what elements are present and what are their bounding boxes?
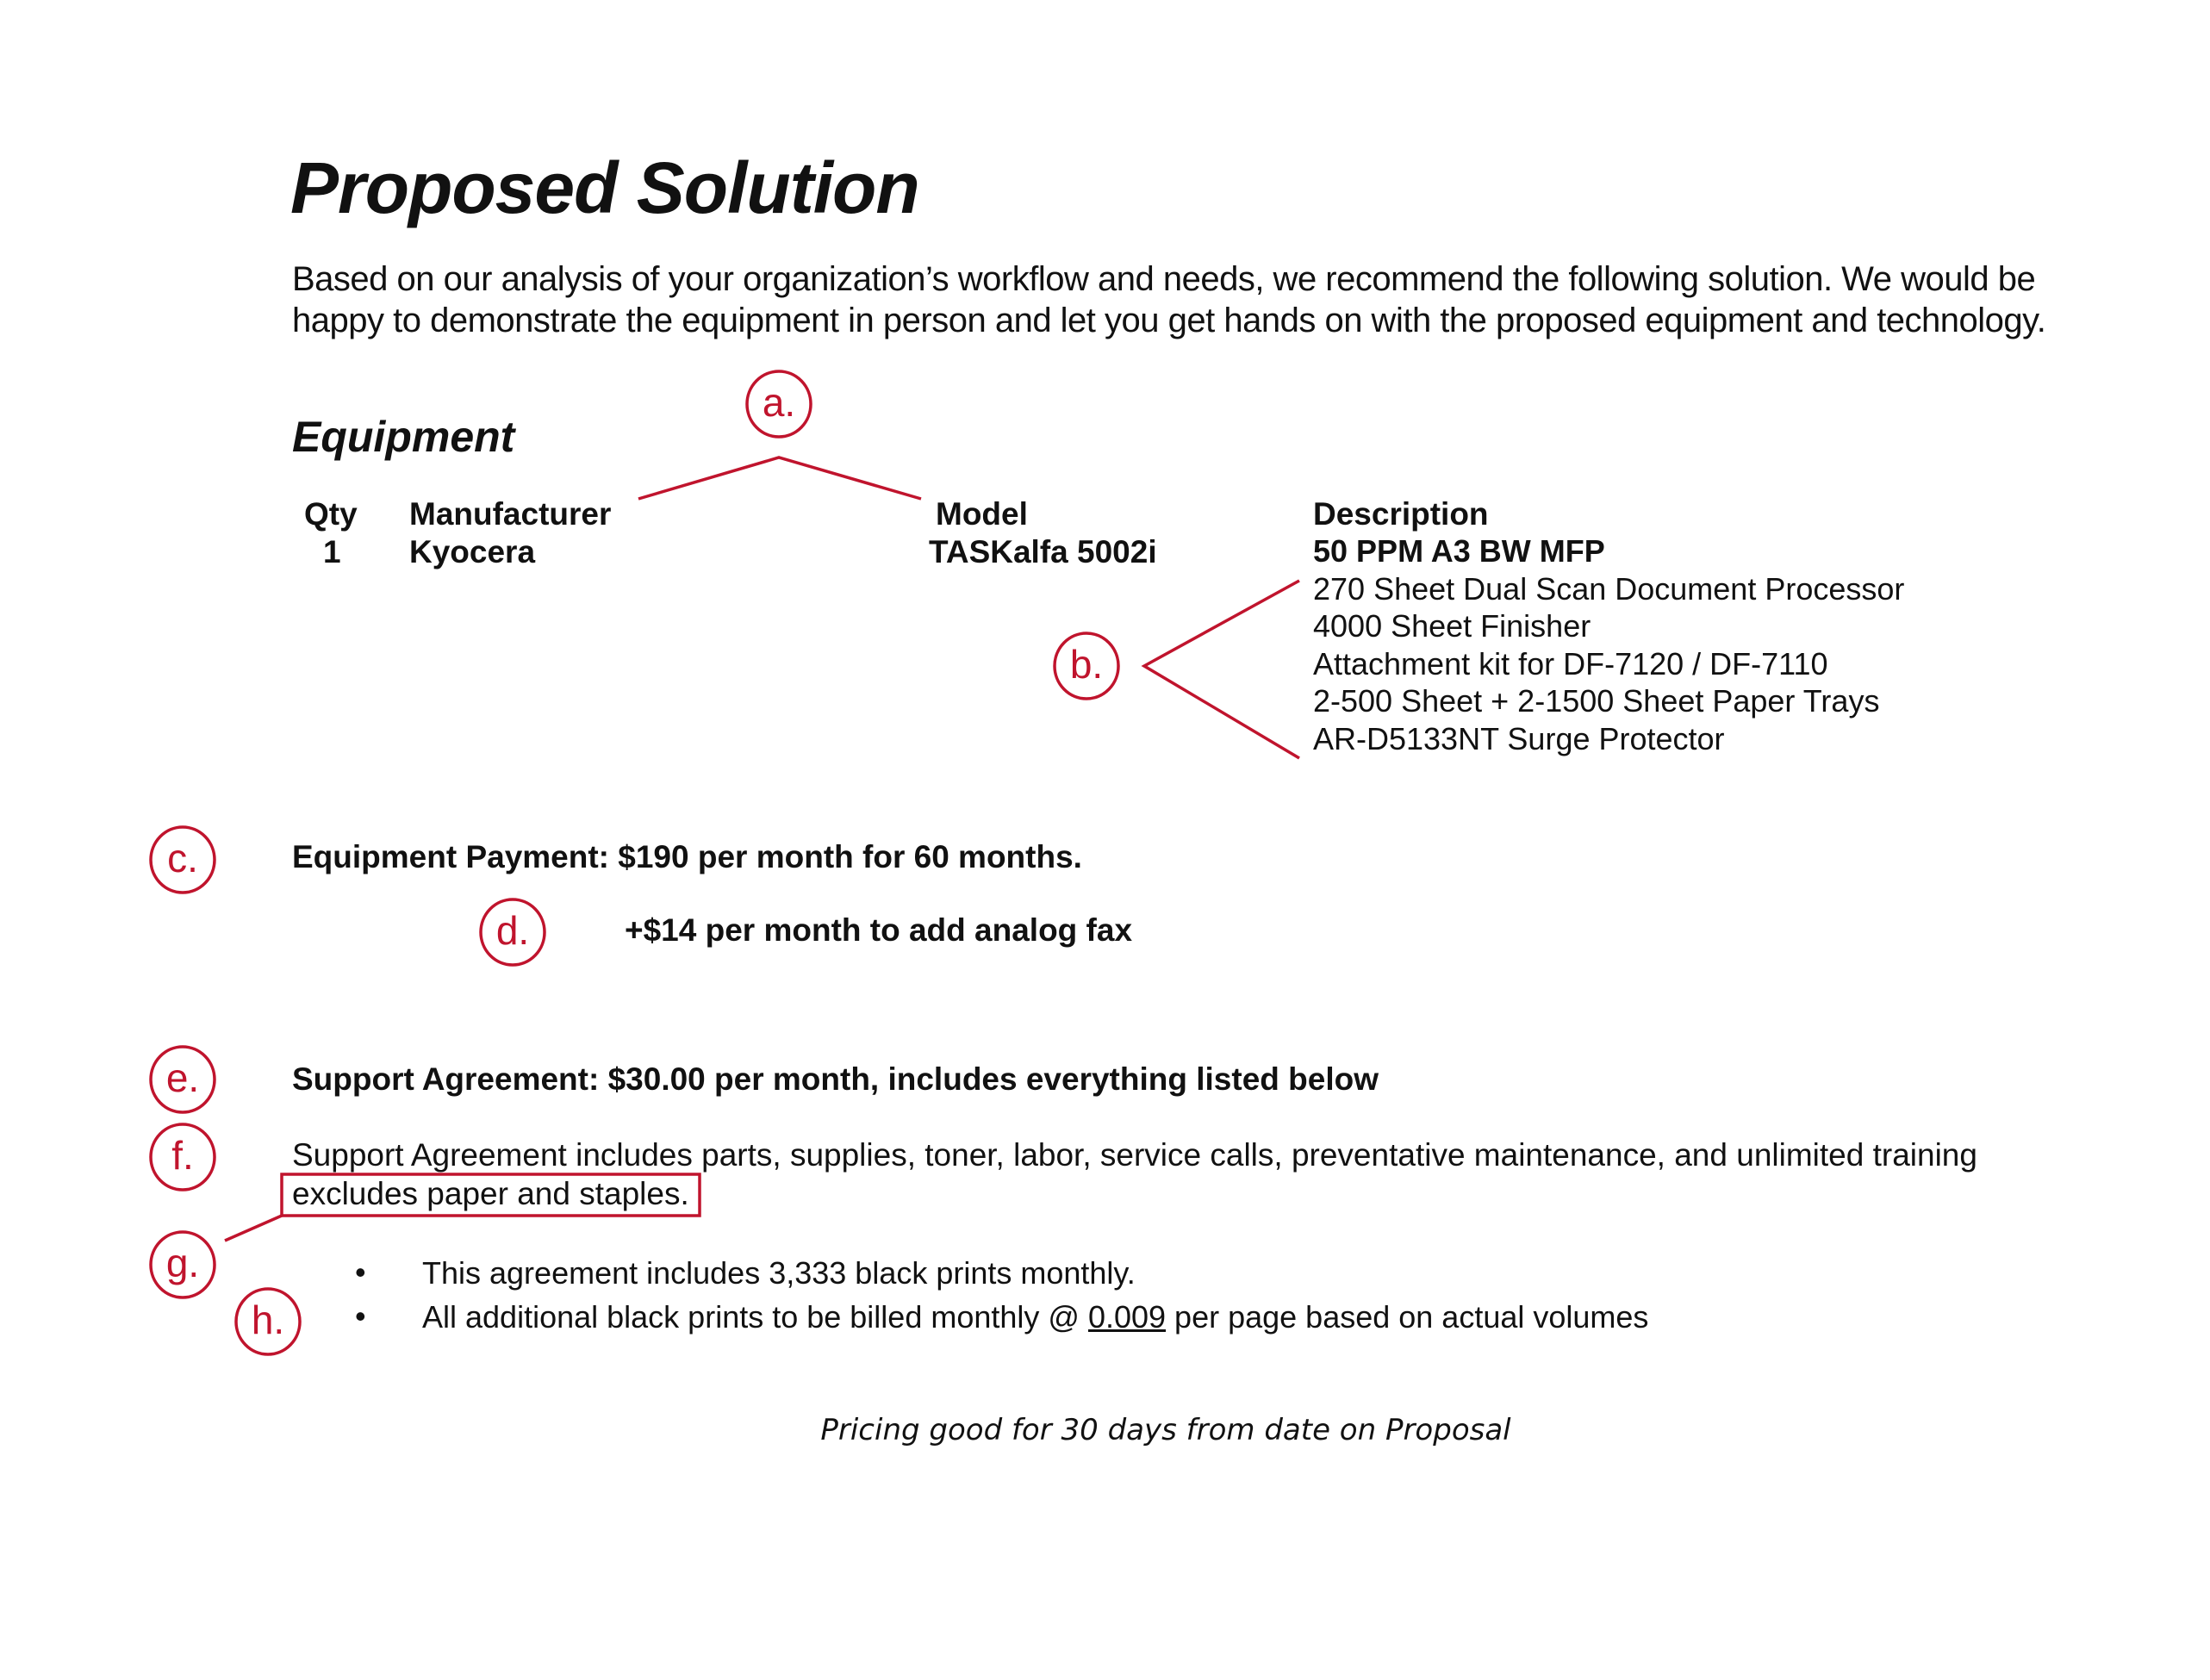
description-line: 50 PPM A3 BW MFP: [1313, 533, 1605, 569]
header-qty: Qty: [304, 496, 358, 532]
bullet-icon: •: [355, 1298, 366, 1334]
header-manufacturer: Manufacturer: [409, 496, 612, 532]
intro-paragraph: Based on our analysis of your organizati…: [292, 260, 2046, 339]
description-line: Attachment kit for DF-7120 / DF-7110: [1313, 645, 1828, 681]
overage-rate: 0.009: [1087, 1299, 1167, 1335]
pricing-footer: Pricing good for 30 days from date on Pr…: [820, 1413, 1511, 1447]
fax-addon: +$14 per month to add analog fax: [625, 912, 1133, 948]
equipment-payment: Equipment Payment: $190 per month for 60…: [292, 839, 1082, 874]
annotation-label-f: f.: [171, 1133, 194, 1178]
annotation-label-g: g.: [165, 1241, 200, 1285]
description-line: AR-D5133NT Surge Protector: [1313, 720, 1725, 756]
annotation-label-a: a.: [762, 380, 796, 425]
bullet-text: per page based on actual volumes: [1166, 1299, 1649, 1335]
annotation-bracket-a: [638, 456, 922, 501]
cell-qty: 1: [323, 534, 341, 569]
annotation-label-h: h.: [251, 1297, 285, 1342]
support-agreement: Support Agreement: $30.00 per month, inc…: [292, 1061, 1379, 1097]
cell-manufacturer: Kyocera: [409, 534, 536, 569]
bullet-additional-prints: All additional black prints to be billed…: [422, 1299, 1648, 1335]
page-title: Proposed Solution: [290, 147, 920, 228]
annotation-label-b: b.: [1069, 642, 1104, 687]
description-line: 270 Sheet Dual Scan Document Processor: [1313, 570, 1905, 607]
header-model: Model: [936, 496, 1028, 532]
bullet-icon: •: [355, 1254, 366, 1290]
support-includes: Support Agreement includes parts, suppli…: [292, 1137, 1977, 1173]
bullet-text: All additional black prints to be billed…: [422, 1299, 1088, 1335]
header-description: Description: [1313, 496, 1489, 532]
annotation-bracket-b: [1141, 579, 1300, 760]
annotation-label-e: e.: [165, 1055, 200, 1100]
cell-description: 50 PPM A3 BW MFP 270 Sheet Dual Scan Doc…: [1313, 532, 1904, 757]
annotation-label-c: c.: [167, 836, 198, 880]
bullet-included-prints: This agreement includes 3,333 black prin…: [422, 1255, 1136, 1291]
cell-model: TASKalfa 5002i: [929, 534, 1157, 569]
equipment-heading: Equipment: [292, 413, 515, 461]
description-line: 4000 Sheet Finisher: [1313, 608, 1591, 644]
annotation-pointer-g: [224, 1214, 283, 1242]
description-line: 2-500 Sheet + 2-1500 Sheet Paper Trays: [1313, 683, 1880, 719]
support-excludes: excludes paper and staples.: [292, 1176, 689, 1211]
annotation-label-d: d.: [495, 908, 530, 953]
